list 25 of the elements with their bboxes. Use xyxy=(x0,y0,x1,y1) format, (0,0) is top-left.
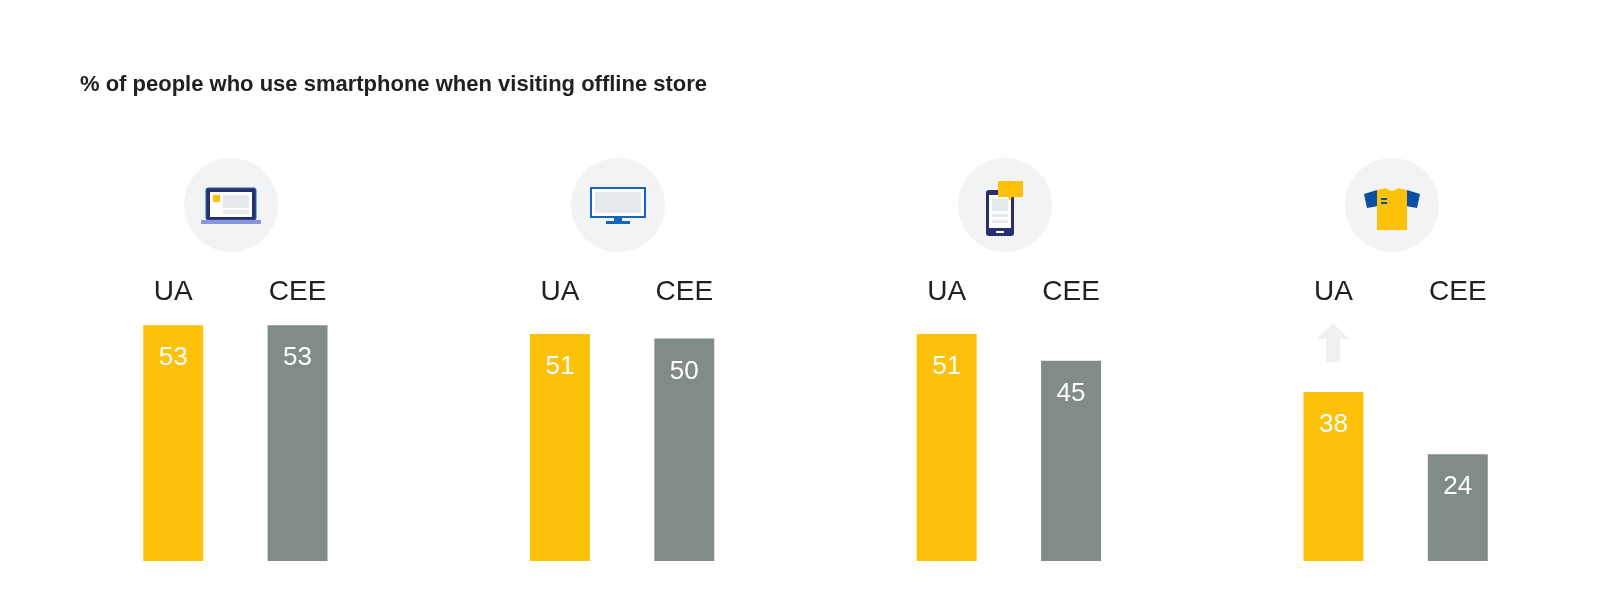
data-label: 53 xyxy=(283,341,313,372)
text: UA xyxy=(1314,274,1353,306)
data-label: 51 xyxy=(545,350,575,381)
bar xyxy=(916,334,977,561)
text: UA xyxy=(540,274,580,306)
data-label: 51 xyxy=(932,350,962,381)
text: CEE xyxy=(1429,274,1487,306)
bar xyxy=(143,325,204,561)
data-label: 45 xyxy=(1056,376,1086,407)
data-label: 53 xyxy=(158,341,188,372)
text: CEE xyxy=(655,274,714,306)
series-label: CEE xyxy=(268,274,327,306)
bar xyxy=(1041,360,1102,561)
data-label: 24 xyxy=(1443,470,1473,501)
bar xyxy=(1303,391,1364,561)
text: CEE xyxy=(1042,274,1100,306)
text: UA xyxy=(927,274,967,306)
data-label: 50 xyxy=(669,354,699,385)
bar xyxy=(267,325,328,561)
data-label: 38 xyxy=(1318,408,1348,439)
series-label: UA xyxy=(153,274,193,306)
bar xyxy=(654,338,715,561)
chart-title: % of people who use smartphone when visiting offline store xyxy=(80,71,708,96)
bar xyxy=(529,334,590,561)
bar xyxy=(1427,454,1488,561)
